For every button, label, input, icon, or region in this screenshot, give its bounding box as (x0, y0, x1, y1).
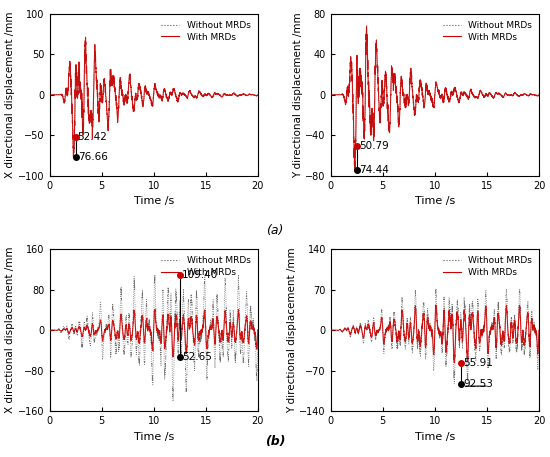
Legend: Without MRDs, With MRDs: Without MRDs, With MRDs (440, 254, 535, 280)
Text: 109.40: 109.40 (182, 270, 218, 280)
Text: 92.53: 92.53 (463, 379, 493, 389)
Text: 55.91: 55.91 (463, 357, 493, 367)
X-axis label: Time /s: Time /s (415, 197, 455, 207)
X-axis label: Time /s: Time /s (134, 432, 174, 442)
Text: 74.44: 74.44 (359, 165, 389, 175)
Legend: Without MRDs, With MRDs: Without MRDs, With MRDs (159, 18, 254, 44)
X-axis label: Time /s: Time /s (134, 197, 174, 207)
Text: (b): (b) (265, 435, 285, 448)
Legend: Without MRDs, With MRDs: Without MRDs, With MRDs (159, 254, 254, 280)
Text: 50.79: 50.79 (359, 141, 388, 151)
Y-axis label: X directional displacement /mm: X directional displacement /mm (6, 11, 15, 178)
Text: (a): (a) (266, 224, 284, 237)
Y-axis label: Y directional displacement /mm: Y directional displacement /mm (293, 12, 303, 178)
Y-axis label: X directional displacement /mm: X directional displacement /mm (6, 247, 15, 414)
Text: 76.66: 76.66 (78, 152, 107, 162)
Text: 52.65: 52.65 (182, 352, 212, 362)
Text: 52.42: 52.42 (78, 133, 107, 143)
Legend: Without MRDs, With MRDs: Without MRDs, With MRDs (440, 18, 535, 44)
X-axis label: Time /s: Time /s (415, 432, 455, 442)
Y-axis label: Y directional displacement /mm: Y directional displacement /mm (287, 247, 296, 413)
